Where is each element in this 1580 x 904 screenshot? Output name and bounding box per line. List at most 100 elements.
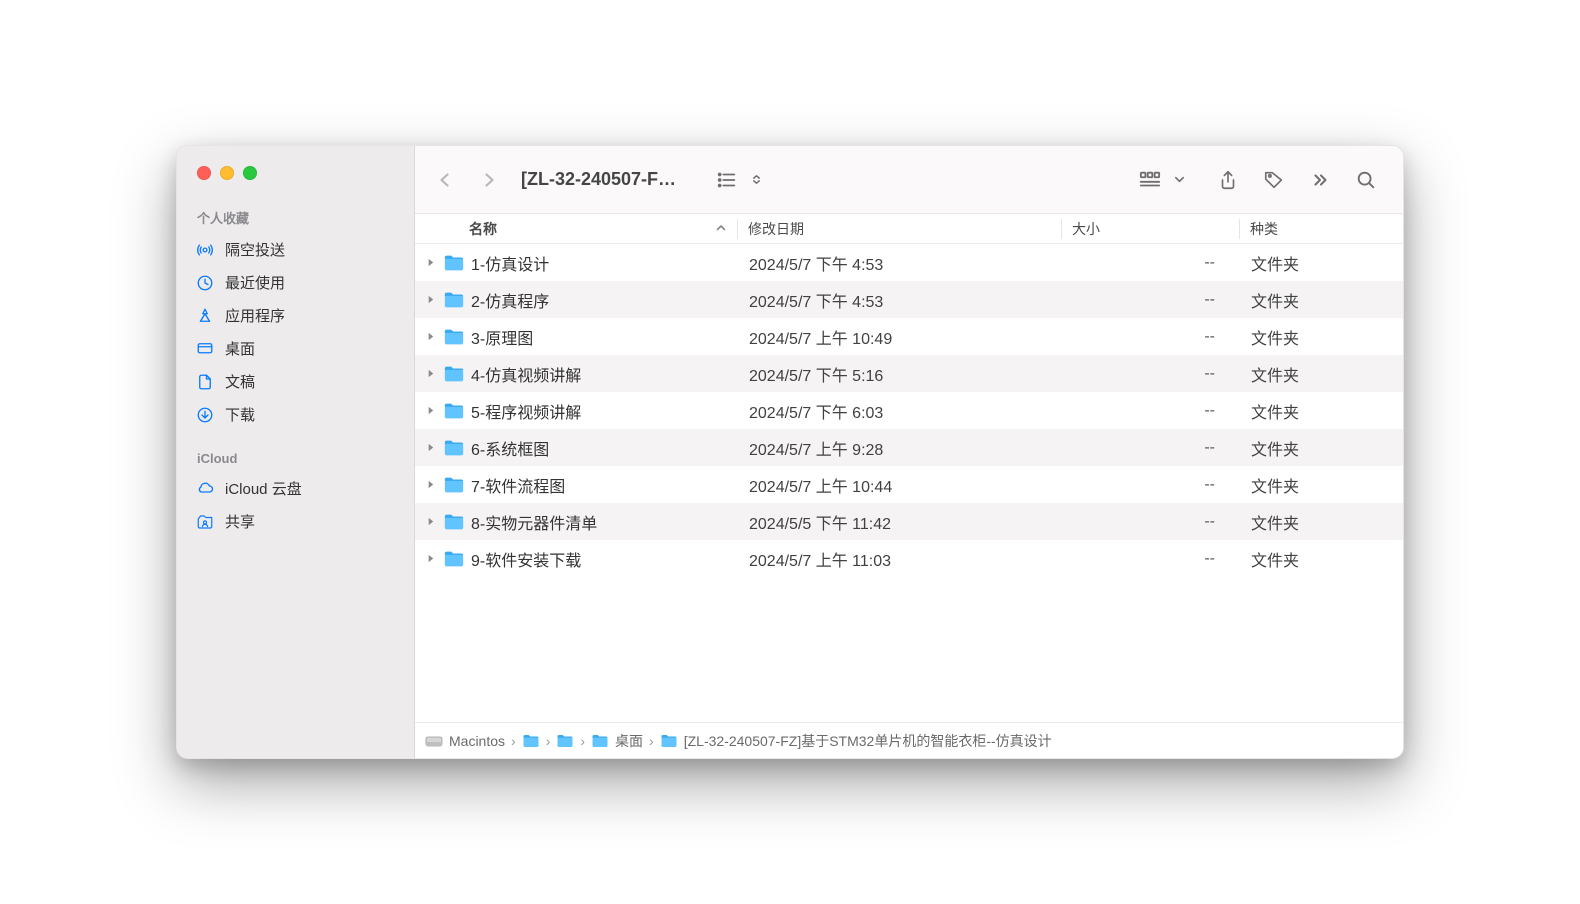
sidebar-item-label: 下载 bbox=[225, 404, 255, 425]
view-list-button[interactable] bbox=[708, 162, 778, 198]
download-icon bbox=[195, 405, 215, 425]
disclosure-icon[interactable] bbox=[423, 295, 437, 304]
file-size: -- bbox=[1061, 365, 1239, 383]
path-desktop[interactable]: 桌面 bbox=[591, 731, 643, 751]
file-size: -- bbox=[1061, 476, 1239, 494]
clock-icon bbox=[195, 273, 215, 293]
folder-icon bbox=[522, 732, 540, 750]
folder-icon bbox=[660, 732, 678, 750]
window-title: [ZL-32-240507-F… bbox=[521, 169, 676, 190]
sidebar-favorites-list: 隔空投送最近使用应用程序桌面文稿下载 bbox=[177, 233, 414, 431]
file-size: -- bbox=[1061, 254, 1239, 272]
column-kind[interactable]: 种类 bbox=[1239, 219, 1403, 239]
group-button[interactable] bbox=[1131, 162, 1201, 198]
cloud-icon bbox=[195, 479, 215, 499]
file-row[interactable]: 4-仿真视频讲解2024/5/7 下午 5:16--文件夹 bbox=[415, 355, 1403, 392]
sort-caret-icon bbox=[715, 221, 727, 237]
file-row[interactable]: 6-系统框图2024/5/7 上午 9:28--文件夹 bbox=[415, 429, 1403, 466]
forward-button[interactable] bbox=[471, 162, 507, 198]
path-folder-1[interactable] bbox=[522, 732, 540, 750]
file-row[interactable]: 8-实物元器件清单2024/5/5 下午 11:42--文件夹 bbox=[415, 503, 1403, 540]
file-size: -- bbox=[1061, 328, 1239, 346]
sidebar-item-apps[interactable]: 应用程序 bbox=[177, 299, 414, 332]
window-controls bbox=[177, 166, 414, 180]
file-row[interactable]: 5-程序视频讲解 2024/5/7 下午 6:03--文件夹 bbox=[415, 392, 1403, 429]
share-button[interactable] bbox=[1209, 162, 1247, 198]
main-panel: [ZL-32-240507-F… bbox=[415, 146, 1403, 758]
back-button[interactable] bbox=[427, 162, 463, 198]
minimize-button[interactable] bbox=[220, 166, 234, 180]
folder-icon bbox=[443, 437, 465, 459]
disclosure-icon[interactable] bbox=[423, 258, 437, 267]
file-row[interactable]: 9-软件安装下载2024/5/7 上午 11:03--文件夹 bbox=[415, 540, 1403, 577]
sidebar-section-icloud: iCloud bbox=[177, 451, 414, 472]
disclosure-icon[interactable] bbox=[423, 480, 437, 489]
path-desktop-label: 桌面 bbox=[615, 731, 643, 751]
file-name: 2-仿真程序 bbox=[471, 288, 549, 312]
path-current[interactable]: [ZL-32-240507-FZ]基于STM32单片机的智能衣柜--仿真设计 bbox=[660, 731, 1052, 751]
sidebar-item-label: 共享 bbox=[225, 511, 255, 532]
file-kind: 文件夹 bbox=[1239, 547, 1403, 571]
column-name[interactable]: 名称 bbox=[415, 219, 737, 239]
file-name: 7-软件流程图 bbox=[471, 473, 565, 497]
file-row[interactable]: 7-软件流程图2024/5/7 上午 10:44--文件夹 bbox=[415, 466, 1403, 503]
column-kind-label: 种类 bbox=[1250, 219, 1278, 239]
path-disk-label: Macintos bbox=[449, 733, 505, 749]
file-row[interactable]: 3-原理图2024/5/7 上午 10:49--文件夹 bbox=[415, 318, 1403, 355]
path-folder-2[interactable] bbox=[556, 732, 574, 750]
folder-icon bbox=[443, 511, 465, 533]
path-disk[interactable]: Macintos bbox=[425, 732, 505, 750]
sidebar-item-desktop[interactable]: 桌面 bbox=[177, 332, 414, 365]
file-row[interactable]: 2-仿真程序2024/5/7 下午 4:53--文件夹 bbox=[415, 281, 1403, 318]
file-name: 5-程序视频讲解 bbox=[471, 399, 581, 423]
sidebar-item-cloud[interactable]: iCloud 云盘 bbox=[177, 472, 414, 505]
zoom-button[interactable] bbox=[243, 166, 257, 180]
file-row[interactable]: 1-仿真设计2024/5/7 下午 4:53--文件夹 bbox=[415, 244, 1403, 281]
folder-icon bbox=[556, 732, 574, 750]
column-date[interactable]: 修改日期 bbox=[737, 219, 1061, 239]
file-name: 1-仿真设计 bbox=[471, 251, 549, 275]
doc-icon bbox=[195, 372, 215, 392]
folder-icon bbox=[443, 363, 465, 385]
sidebar-item-download[interactable]: 下载 bbox=[177, 398, 414, 431]
file-date: 2024/5/7 下午 6:03 bbox=[737, 399, 1061, 423]
sidebar-item-label: 桌面 bbox=[225, 338, 255, 359]
file-name: 3-原理图 bbox=[471, 325, 533, 349]
file-date: 2024/5/7 上午 9:28 bbox=[737, 436, 1061, 460]
folder-icon bbox=[591, 732, 609, 750]
close-button[interactable] bbox=[197, 166, 211, 180]
file-kind: 文件夹 bbox=[1239, 436, 1403, 460]
disclosure-icon[interactable] bbox=[423, 369, 437, 378]
more-button[interactable] bbox=[1301, 162, 1339, 198]
airdrop-icon bbox=[195, 240, 215, 260]
folder-icon bbox=[443, 548, 465, 570]
sidebar-item-label: 文稿 bbox=[225, 371, 255, 392]
column-headers: 名称 修改日期 大小 种类 bbox=[415, 214, 1403, 244]
file-kind: 文件夹 bbox=[1239, 399, 1403, 423]
disclosure-icon[interactable] bbox=[423, 554, 437, 563]
search-button[interactable] bbox=[1347, 162, 1385, 198]
folder-icon bbox=[443, 326, 465, 348]
disk-icon bbox=[425, 732, 443, 750]
file-name: 9-软件安装下载 bbox=[471, 547, 581, 571]
disclosure-icon[interactable] bbox=[423, 406, 437, 415]
disclosure-icon[interactable] bbox=[423, 443, 437, 452]
sidebar-item-label: 隔空投送 bbox=[225, 239, 285, 260]
file-date: 2024/5/7 上午 10:49 bbox=[737, 325, 1061, 349]
sidebar-item-airdrop[interactable]: 隔空投送 bbox=[177, 233, 414, 266]
sidebar-item-shared[interactable]: 共享 bbox=[177, 505, 414, 538]
sidebar-item-label: iCloud 云盘 bbox=[225, 478, 302, 499]
file-date: 2024/5/7 上午 10:44 bbox=[737, 473, 1061, 497]
path-bar: Macintos › › › 桌面 › [ZL-32-240507-FZ]基于S… bbox=[415, 722, 1403, 758]
sidebar-item-doc[interactable]: 文稿 bbox=[177, 365, 414, 398]
disclosure-icon[interactable] bbox=[423, 517, 437, 526]
column-name-label: 名称 bbox=[469, 219, 497, 239]
tag-button[interactable] bbox=[1255, 162, 1293, 198]
disclosure-icon[interactable] bbox=[423, 332, 437, 341]
file-size: -- bbox=[1061, 402, 1239, 420]
sidebar-item-clock[interactable]: 最近使用 bbox=[177, 266, 414, 299]
column-size[interactable]: 大小 bbox=[1061, 219, 1239, 239]
file-name: 6-系统框图 bbox=[471, 436, 549, 460]
sidebar-section-favorites: 个人收藏 bbox=[177, 208, 414, 233]
sidebar: 个人收藏 隔空投送最近使用应用程序桌面文稿下载 iCloud iCloud 云盘… bbox=[177, 146, 415, 758]
